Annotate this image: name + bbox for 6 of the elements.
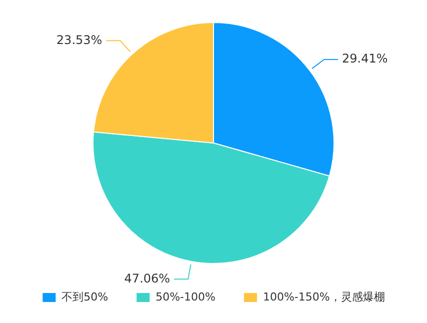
data-label: 23.53% [56,32,102,47]
legend-label: 100%-150%，灵感爆棚 [262,290,385,304]
data-label: 47.06% [124,271,170,286]
data-label: 29.41% [342,52,388,66]
legend-label: 50%-100% [156,290,216,304]
legend-label: 不到50% [62,290,108,304]
